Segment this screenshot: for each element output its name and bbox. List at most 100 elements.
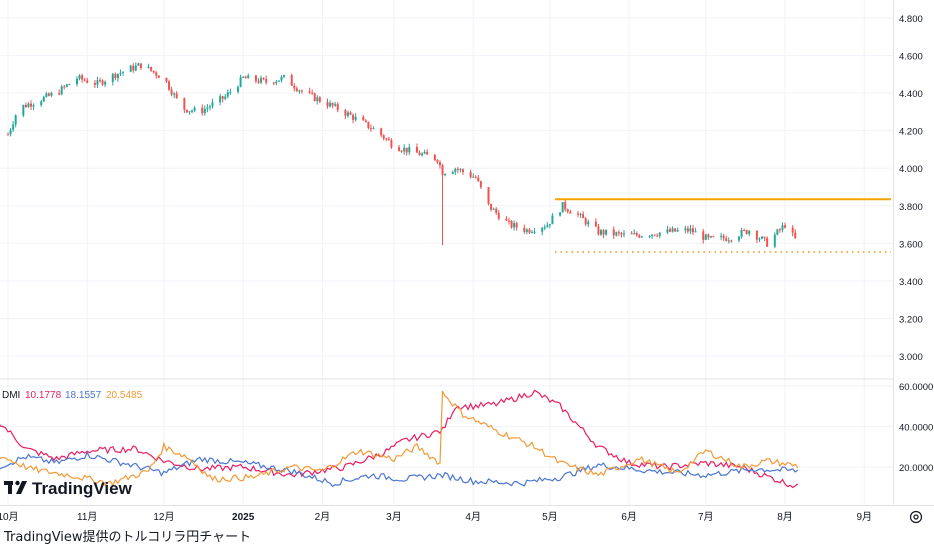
candle-body [635,233,638,236]
candle-body [791,227,794,233]
price-axis[interactable]: 3.000 3.200 3.400 3.600 3.800 4.000 4.200 4.400… [899,14,923,363]
candle-body [778,229,781,231]
candle-body [720,235,723,237]
candle-body [525,229,528,232]
candle-body [400,151,403,153]
candle-body [403,147,406,152]
candle-body [390,140,393,148]
dmi-plus-value: 10.1778 [25,390,62,401]
candle-body [346,112,349,116]
adx-line [0,390,799,487]
candle-body [415,146,418,153]
time-tick-label: 6月 [621,511,637,523]
candle-body [433,154,436,161]
time-tick-label: 11月 [77,511,97,523]
candle-body [569,211,572,214]
candle-body [354,116,357,120]
time-tick-label: 7月 [698,511,714,523]
candle-body [385,138,388,140]
candle-body [173,93,176,95]
candle-body [183,97,186,110]
candle-body [441,165,444,176]
candle-body [543,227,546,229]
candle-body [168,81,171,90]
candle-body [81,75,84,80]
candle-body [65,84,68,87]
candle-body [58,93,61,95]
candle-body [380,128,383,136]
candle-body [722,235,725,239]
candle-body [211,102,214,107]
price-tick-label: 3.000 [899,352,923,363]
dmi-tick-label: 20.0000 [899,463,933,474]
candle-body [111,73,114,82]
candle-body [548,224,551,226]
chart-settings-button[interactable] [907,508,925,526]
candle-body [257,81,260,83]
horizontal-levels[interactable] [554,198,891,253]
candle-body [277,80,280,82]
candle-body [344,110,347,116]
candle-body [104,81,107,85]
candle-body [221,96,224,99]
candle-body [242,76,245,78]
tradingview-logo[interactable]: TradingView [4,479,133,498]
candle-body [727,240,730,242]
candle-body [666,229,669,233]
adx-value: 20.5485 [106,390,143,401]
candle-body [451,171,454,174]
candle-body [740,229,743,237]
candle-body [32,104,35,107]
candle-body [456,168,459,170]
time-axis[interactable]: 10月 11月 12月 2025 2月 3月 4月 5月 6月 7月 8月 9月 [0,511,872,523]
dmi-series-lines [0,389,799,489]
candle-body [201,107,204,114]
dmi_minus-line [0,450,799,488]
candle-body [725,238,728,241]
candle-body [658,232,661,236]
candle-body [674,228,677,232]
candle-body [229,91,232,93]
time-tick-label: 10月 [0,511,19,523]
candle-body [206,107,209,109]
price-tick-label: 3.600 [899,239,923,250]
candle-body [438,162,441,166]
candle-body [83,79,86,81]
candle-body [170,89,173,95]
candle-body [408,146,411,153]
candle-body [224,96,227,99]
candle-body [99,80,102,82]
time-tick-label: 5月 [542,511,558,523]
candle-body [387,138,390,141]
dmi-axis[interactable]: 20.0000 40.0000 60.0000 [899,382,933,474]
candle-body [382,135,385,139]
time-tick-label: 12月 [153,511,174,523]
candle-body [505,218,508,221]
candle-body [454,168,457,172]
candle-body [730,240,733,242]
dmi-tick-label: 60.0000 [899,382,933,393]
candle-body [313,93,316,101]
candle-body [12,124,15,130]
candle-body [579,213,582,215]
candle-body [293,85,296,89]
candle-body [96,80,99,85]
price-tick-label: 3.200 [899,314,923,325]
candle-body [763,236,766,238]
candle-body [599,230,602,235]
candle-body [76,78,79,85]
candle-body [546,225,549,228]
candle-body [461,169,464,173]
price-tick-label: 4.800 [899,14,923,25]
candle-body [576,213,579,215]
dmi-legend[interactable]: DMI 10.1778 18.1557 20.5485 [2,390,143,401]
candle-body [479,181,482,188]
candle-body [418,152,421,156]
candle-body [474,176,477,178]
candle-body [262,77,265,79]
candle-body [617,232,620,234]
candle-body [265,78,268,83]
candle-body [239,77,242,87]
candle-body [155,72,158,76]
